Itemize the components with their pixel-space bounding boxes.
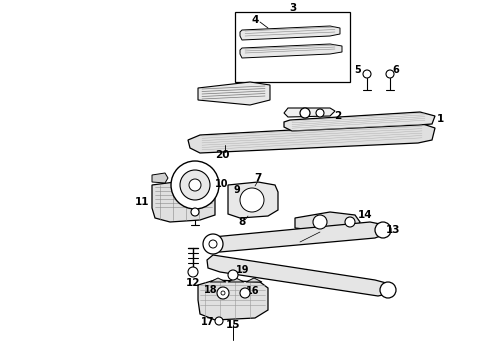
Polygon shape xyxy=(152,182,215,222)
Circle shape xyxy=(171,161,219,209)
Text: 9: 9 xyxy=(234,185,241,195)
Circle shape xyxy=(180,170,210,200)
Text: 18: 18 xyxy=(204,285,218,295)
Circle shape xyxy=(221,291,225,295)
Polygon shape xyxy=(198,82,270,105)
Circle shape xyxy=(217,287,229,299)
Text: 10: 10 xyxy=(215,179,229,189)
Polygon shape xyxy=(284,108,335,117)
Text: 6: 6 xyxy=(392,65,399,75)
Circle shape xyxy=(313,215,327,229)
Polygon shape xyxy=(207,222,388,252)
Text: 8: 8 xyxy=(238,217,245,227)
Polygon shape xyxy=(246,278,262,282)
Bar xyxy=(235,12,350,82)
Circle shape xyxy=(240,288,250,298)
Text: 16: 16 xyxy=(246,286,260,296)
Circle shape xyxy=(363,70,371,78)
Circle shape xyxy=(228,270,238,280)
Circle shape xyxy=(191,208,199,216)
Circle shape xyxy=(188,267,198,277)
Text: 7: 7 xyxy=(254,173,262,183)
Circle shape xyxy=(215,317,223,325)
Circle shape xyxy=(209,240,217,248)
Polygon shape xyxy=(210,278,226,282)
Polygon shape xyxy=(240,44,342,58)
Circle shape xyxy=(375,222,391,238)
Circle shape xyxy=(189,179,201,191)
Polygon shape xyxy=(228,278,244,282)
Text: 5: 5 xyxy=(355,65,361,75)
Text: 13: 13 xyxy=(386,225,400,235)
Polygon shape xyxy=(207,255,392,296)
Polygon shape xyxy=(198,280,268,320)
Polygon shape xyxy=(295,212,360,232)
Circle shape xyxy=(240,188,264,212)
Polygon shape xyxy=(188,123,435,153)
Text: 19: 19 xyxy=(236,265,250,275)
Circle shape xyxy=(316,109,324,117)
Text: 11: 11 xyxy=(135,197,149,207)
Text: 3: 3 xyxy=(290,3,296,13)
Polygon shape xyxy=(152,173,168,183)
Text: 12: 12 xyxy=(186,278,200,288)
Polygon shape xyxy=(284,112,435,131)
Text: 2: 2 xyxy=(334,111,342,121)
Polygon shape xyxy=(228,182,278,218)
Circle shape xyxy=(345,217,355,227)
Text: 14: 14 xyxy=(358,210,372,220)
Text: 1: 1 xyxy=(437,114,443,124)
Text: 15: 15 xyxy=(226,320,240,330)
Polygon shape xyxy=(240,26,340,40)
Circle shape xyxy=(386,70,394,78)
Circle shape xyxy=(380,282,396,298)
Circle shape xyxy=(300,108,310,118)
Text: 4: 4 xyxy=(251,15,259,25)
Text: 20: 20 xyxy=(215,150,229,160)
Circle shape xyxy=(203,234,223,254)
Text: 17: 17 xyxy=(201,317,215,327)
